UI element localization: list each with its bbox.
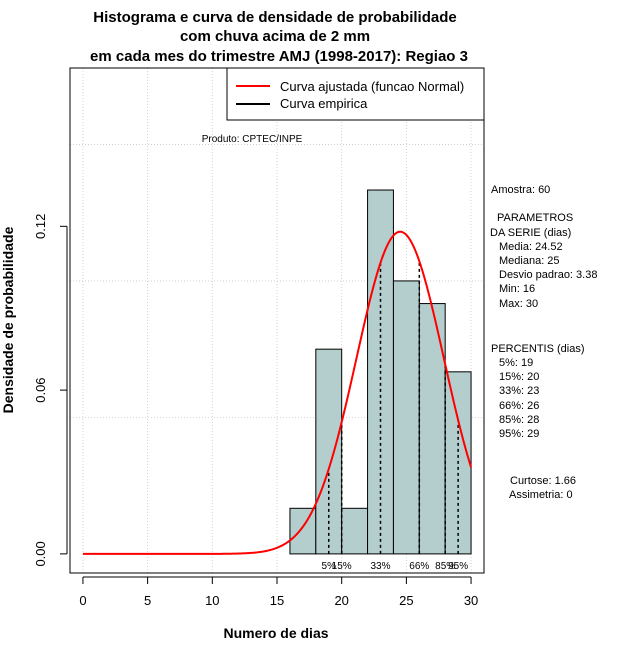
stat-p33: 33%: 23 bbox=[499, 385, 539, 397]
stat-min: Min: 16 bbox=[499, 283, 535, 295]
percentile-label-1: 15% bbox=[332, 561, 352, 572]
axes: 0 5 10 15 20 25 30 0.00 0.06 0.12 bbox=[33, 214, 478, 608]
y-tick-label-1: 0.06 bbox=[33, 377, 48, 402]
percentile-lines: 5%15% 33% 66% 85%95% bbox=[322, 261, 468, 572]
histogram-bar-2 bbox=[341, 507, 369, 555]
stat-skewness: Assimetria: 0 bbox=[509, 489, 573, 501]
fitted-normal-curve bbox=[82, 230, 473, 555]
y-tick-label-0: 0.00 bbox=[33, 541, 48, 566]
x-axis-title: Numero de dias bbox=[223, 625, 328, 641]
stat-sample-size: Amostra: 60 bbox=[491, 184, 550, 196]
percentile-label-5: 95% bbox=[448, 561, 468, 572]
x-tick-label-3: 15 bbox=[270, 593, 284, 608]
y-axis-title: Densidade de probabilidade bbox=[0, 226, 16, 413]
stat-p5: 5%: 19 bbox=[499, 357, 533, 369]
legend-fitted-label: Curva ajustada (funcao Normal) bbox=[280, 79, 464, 94]
x-tick-label-5: 25 bbox=[399, 593, 413, 608]
stat-std-dev: Desvio padrao: 3.38 bbox=[499, 269, 597, 281]
chart-title-line-2: com chuva acima de 2 mm bbox=[180, 28, 370, 45]
y-tick-label-2: 0.12 bbox=[33, 214, 48, 239]
percentile-label-0: 5% bbox=[322, 561, 337, 572]
statistics-panel: Amostra: 60 PARAMETROS DA SERIE (dias) M… bbox=[490, 184, 597, 501]
x-tick-label-1: 5 bbox=[144, 593, 151, 608]
stat-p95: 95%: 29 bbox=[499, 428, 539, 440]
legend: Curva ajustada (funcao Normal) Curva emp… bbox=[226, 67, 485, 121]
stat-mean: Media: 24.52 bbox=[499, 241, 563, 253]
histogram-bar-1 bbox=[315, 348, 343, 555]
x-tick-label-0: 0 bbox=[79, 593, 86, 608]
percentile-label-2: 33% bbox=[370, 561, 390, 572]
stat-median: Mediana: 25 bbox=[499, 255, 560, 267]
legend-empirical-label: Curva empirica bbox=[280, 96, 368, 111]
x-tick-label-2: 10 bbox=[205, 593, 219, 608]
stat-params-title: PARAMETROS bbox=[497, 212, 573, 224]
histogram-bar-5 bbox=[418, 303, 446, 555]
histogram-bar-4 bbox=[392, 280, 420, 555]
stat-kurtosis: Curtose: 1.66 bbox=[510, 475, 576, 487]
histogram-bar-0 bbox=[289, 507, 317, 555]
percentile-label-4: 85% bbox=[435, 561, 455, 572]
chart-title-line-3: em cada mes do trimestre AMJ (1998-2017)… bbox=[90, 48, 468, 65]
x-tick-label-4: 20 bbox=[334, 593, 348, 608]
stat-p15: 15%: 20 bbox=[499, 371, 539, 383]
x-tick-label-6: 30 bbox=[464, 593, 478, 608]
stat-percentiles-title: PERCENTIS (dias) bbox=[491, 343, 585, 355]
stat-params-subtitle: DA SERIE (dias) bbox=[490, 227, 571, 239]
chart-title-line-1: Histograma e curva de densidade de proba… bbox=[93, 9, 456, 26]
product-label: Produto: CPTEC/INPE bbox=[202, 134, 303, 145]
stat-p85: 85%: 28 bbox=[499, 414, 539, 426]
stat-p66: 66%: 26 bbox=[499, 400, 539, 412]
stat-max: Max: 30 bbox=[499, 298, 538, 310]
curves bbox=[82, 230, 473, 555]
legend-box bbox=[226, 67, 485, 121]
percentile-label-3: 66% bbox=[409, 561, 429, 572]
